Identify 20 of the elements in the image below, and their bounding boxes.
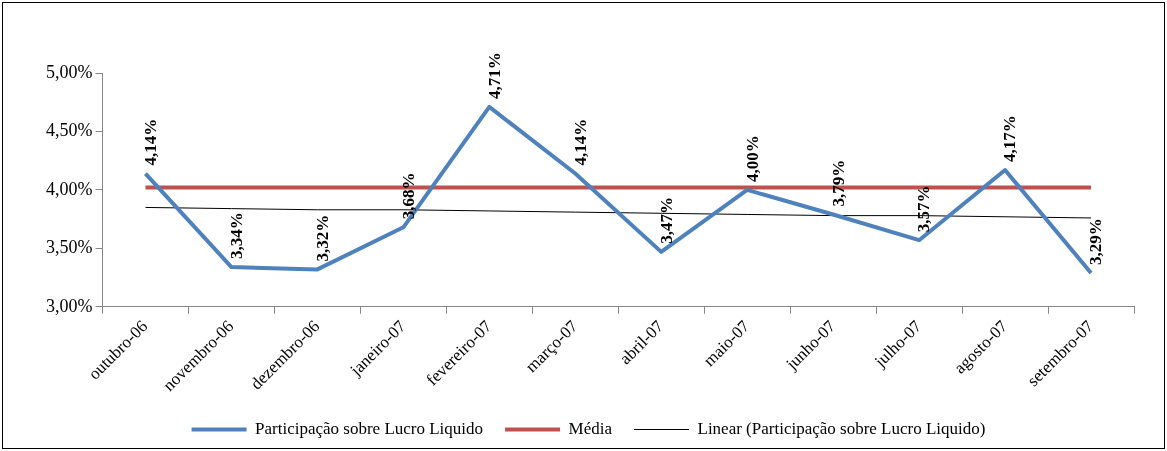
data-label: 3,32% [312,214,332,262]
data-label: 3,79% [828,159,848,207]
y-tick-label: 3,00% [45,295,93,316]
y-tick-label: 5,00% [45,61,93,82]
data-label: 3,29% [1086,218,1106,265]
data-label: 3,68% [398,172,418,220]
data-label: 3,47% [656,197,676,244]
legend-label: Participação sobre Lucro Liquido [255,418,484,438]
y-tick-label: 4,00% [45,178,93,199]
data-label: 4,14% [570,118,590,166]
y-tick-label: 3,50% [45,237,93,258]
data-label: 4,00% [742,135,762,182]
data-label: 3,34% [226,212,246,260]
y-tick-label: 4,50% [45,120,93,141]
data-label: 4,71% [484,52,504,99]
data-label: 4,14% [140,118,160,166]
data-label: 3,57% [914,185,934,233]
legend-label: Linear (Participação sobre Lucro Liquido) [697,418,986,438]
legend-label: Média [568,418,613,438]
data-label: 4,17% [1000,115,1020,163]
